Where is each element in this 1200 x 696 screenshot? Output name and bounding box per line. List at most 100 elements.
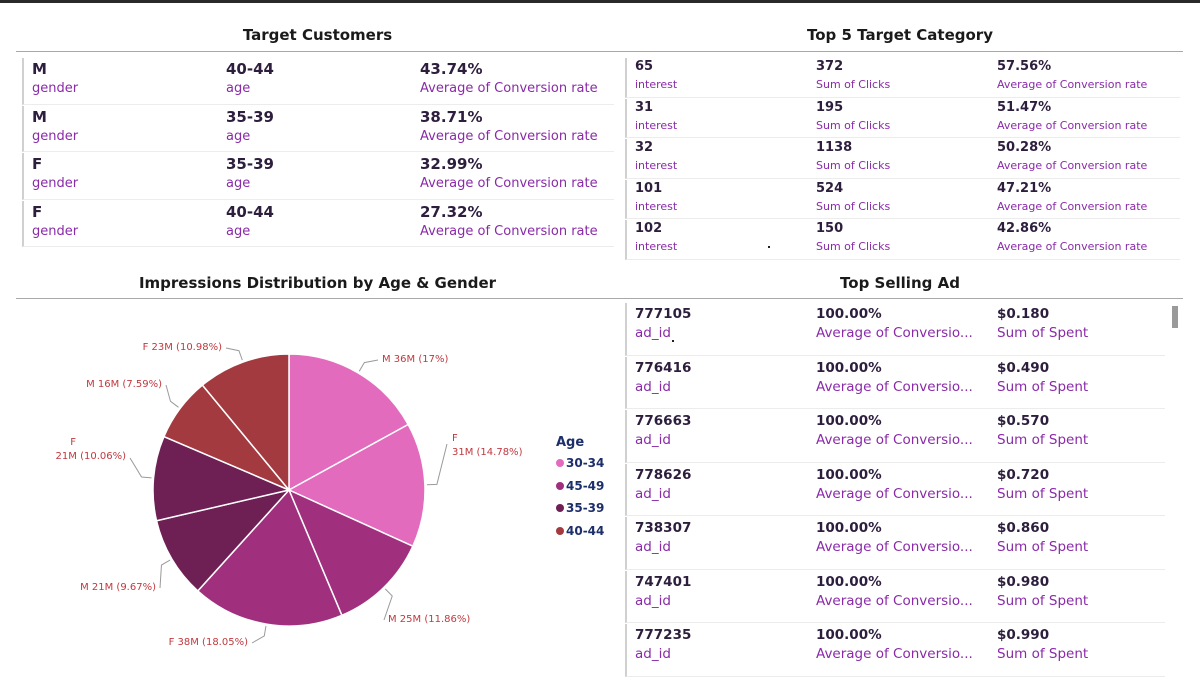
slice-leader-line bbox=[358, 359, 379, 372]
age-label: age bbox=[226, 81, 251, 96]
gender-label: gender bbox=[32, 176, 79, 191]
ad-id-value: 777105 bbox=[635, 306, 692, 322]
spent-label: Sum of Spent bbox=[997, 646, 1089, 662]
slice-label: F 38M (18.05%) bbox=[169, 637, 248, 648]
spent-label: Sum of Spent bbox=[997, 592, 1089, 609]
ad-id-label: ad_id bbox=[635, 432, 671, 448]
conversion-rate-label: Average of Conversio... bbox=[816, 378, 973, 395]
conversion-rate-label: Average of Conversio... bbox=[816, 325, 973, 341]
category-row[interactable]: 101 interest 524 Sum of Clicks 47.21% Average… bbox=[625, 179, 1180, 219]
conversion-rate-value: 100.00% bbox=[816, 359, 882, 376]
category-row[interactable]: 32 interest 1138 Sum of Clicks 50.28% Average… bbox=[625, 139, 1180, 179]
spent-label: Sum of Spent bbox=[997, 539, 1089, 555]
legend-label: 30-34 bbox=[566, 456, 605, 470]
legend-item[interactable]: 45-49 bbox=[556, 479, 604, 493]
age-value: 40-44 bbox=[226, 60, 274, 78]
section-divider bbox=[16, 298, 1183, 299]
clicks-value: 372 bbox=[816, 59, 844, 74]
pie-slice[interactable] bbox=[201, 353, 290, 493]
ad-id-value: 778626 bbox=[635, 466, 692, 483]
slice-leader-line bbox=[129, 457, 152, 479]
conversion-rate-value: 43.74% bbox=[420, 60, 483, 78]
pie-chart-title: Impressions Distribution by Age & Gender bbox=[138, 274, 497, 292]
pie-slice[interactable] bbox=[288, 353, 410, 492]
ad-row[interactable]: 777235 ad_id 100.00% Average of Conversio..… bbox=[625, 624, 1165, 677]
gender-label: gender bbox=[32, 223, 79, 239]
ad-id-label: ad_id bbox=[635, 378, 671, 395]
legend-label: 45-49 bbox=[566, 478, 605, 493]
category-row[interactable]: 31 interest 195 Sum of Clicks 51.47% Average … bbox=[625, 98, 1180, 138]
top-selling-ad-title: Top Selling Ad bbox=[840, 274, 960, 292]
clicks-value: 1138 bbox=[816, 140, 853, 155]
interest-value: 32 bbox=[635, 140, 654, 155]
slice-leader-line bbox=[251, 625, 267, 644]
spent-label: Sum of Spent bbox=[997, 432, 1089, 448]
slice-label: F 21M (10.06%) bbox=[56, 437, 127, 462]
pie-slice[interactable] bbox=[196, 488, 343, 627]
slice-leader-line bbox=[426, 443, 448, 486]
ad-id-value: 738307 bbox=[635, 520, 692, 536]
pie-slice[interactable] bbox=[287, 488, 414, 617]
ad-row[interactable]: 747401 ad_id 100.00% Average of Conversio..… bbox=[625, 570, 1165, 623]
category-row[interactable]: 65 interest 372 Sum of Clicks 57.56% Average … bbox=[625, 58, 1180, 98]
header-divider bbox=[16, 51, 1183, 52]
ad-row[interactable]: 776416 ad_id 100.00% Average of Conversio..… bbox=[625, 356, 1165, 409]
ad-id-value: 777235 bbox=[635, 627, 692, 643]
ad-row[interactable]: 778626 ad_id 100.00% Average of Conversio..… bbox=[625, 463, 1165, 516]
slice-leader-line bbox=[159, 559, 171, 589]
age-label: age bbox=[226, 128, 251, 144]
slice-leader-line bbox=[225, 347, 243, 361]
slice-label: M 16M (7.59%) bbox=[86, 379, 162, 390]
interest-label: interest bbox=[635, 118, 678, 132]
legend-item[interactable]: 35-39 bbox=[556, 501, 604, 515]
interest-label: interest bbox=[635, 78, 678, 91]
conversion-rate-label: Average of Conversion rate bbox=[997, 118, 1148, 132]
conversion-rate-label: Average of Conversio... bbox=[816, 646, 973, 662]
clicks-label: Sum of Clicks bbox=[816, 159, 891, 172]
legend-item[interactable]: 30-34 bbox=[556, 456, 604, 470]
pie-slice[interactable] bbox=[155, 488, 292, 592]
spent-label: Sum of Spent bbox=[997, 485, 1089, 502]
conversion-rate-value: 32.99% bbox=[420, 155, 483, 173]
spent-value: $0.990 bbox=[997, 627, 1050, 643]
conversion-rate-label: Average of Conversion rate bbox=[997, 240, 1148, 253]
pie-slice[interactable] bbox=[152, 435, 292, 522]
conversion-rate-value: 47.21% bbox=[997, 180, 1052, 196]
category-row[interactable]: 102 interest 150 Sum of Clicks 42.86% Average… bbox=[625, 220, 1180, 260]
legend-item[interactable]: 40-44 bbox=[556, 524, 604, 538]
slice-label: F 23M (10.98%) bbox=[143, 342, 222, 353]
ad-list-scrollbar[interactable] bbox=[1172, 306, 1178, 328]
conversion-rate-label: Average of Conversio... bbox=[816, 432, 973, 448]
slice-label: M 25M (11.86%) bbox=[388, 614, 470, 625]
age-label: age bbox=[226, 176, 251, 191]
legend-swatch bbox=[556, 526, 564, 535]
conversion-rate-label: Average of Conversion rate bbox=[420, 128, 598, 144]
conversion-rate-label: Average of Conversion rate bbox=[997, 199, 1148, 213]
ad-row[interactable]: 738307 ad_id 100.00% Average of Conversio..… bbox=[625, 517, 1165, 570]
gender-value: F bbox=[32, 202, 43, 221]
slice-label: M 36M (17%) bbox=[382, 354, 448, 365]
pie-slice[interactable] bbox=[287, 423, 426, 548]
conversion-rate-value: 51.47% bbox=[997, 99, 1052, 115]
ad-row[interactable]: 776663 ad_id 100.00% Average of Conversio..… bbox=[625, 410, 1165, 463]
slice-label: M 21M (9.67%) bbox=[80, 582, 156, 593]
slice-label: F 31M (14.78%) bbox=[452, 433, 523, 458]
conversion-rate-label: Average of Conversion rate bbox=[997, 78, 1148, 91]
clicks-label: Sum of Clicks bbox=[816, 118, 891, 132]
gender-value: F bbox=[32, 155, 43, 173]
gender-value: M bbox=[32, 107, 47, 126]
interest-label: interest bbox=[635, 159, 678, 172]
conversion-rate-label: Average of Conversio... bbox=[816, 592, 973, 609]
conversion-rate-value: 57.56% bbox=[997, 59, 1052, 74]
spent-value: $0.860 bbox=[997, 520, 1050, 536]
interest-value: 65 bbox=[635, 59, 654, 74]
legend-swatch bbox=[556, 459, 564, 467]
ad-id-value: 747401 bbox=[635, 573, 692, 590]
interest-value: 101 bbox=[635, 180, 663, 196]
spent-value: $0.570 bbox=[997, 413, 1050, 429]
ad-row[interactable]: 777105 ad_id 100.00% Average of Conversio..… bbox=[625, 303, 1165, 356]
